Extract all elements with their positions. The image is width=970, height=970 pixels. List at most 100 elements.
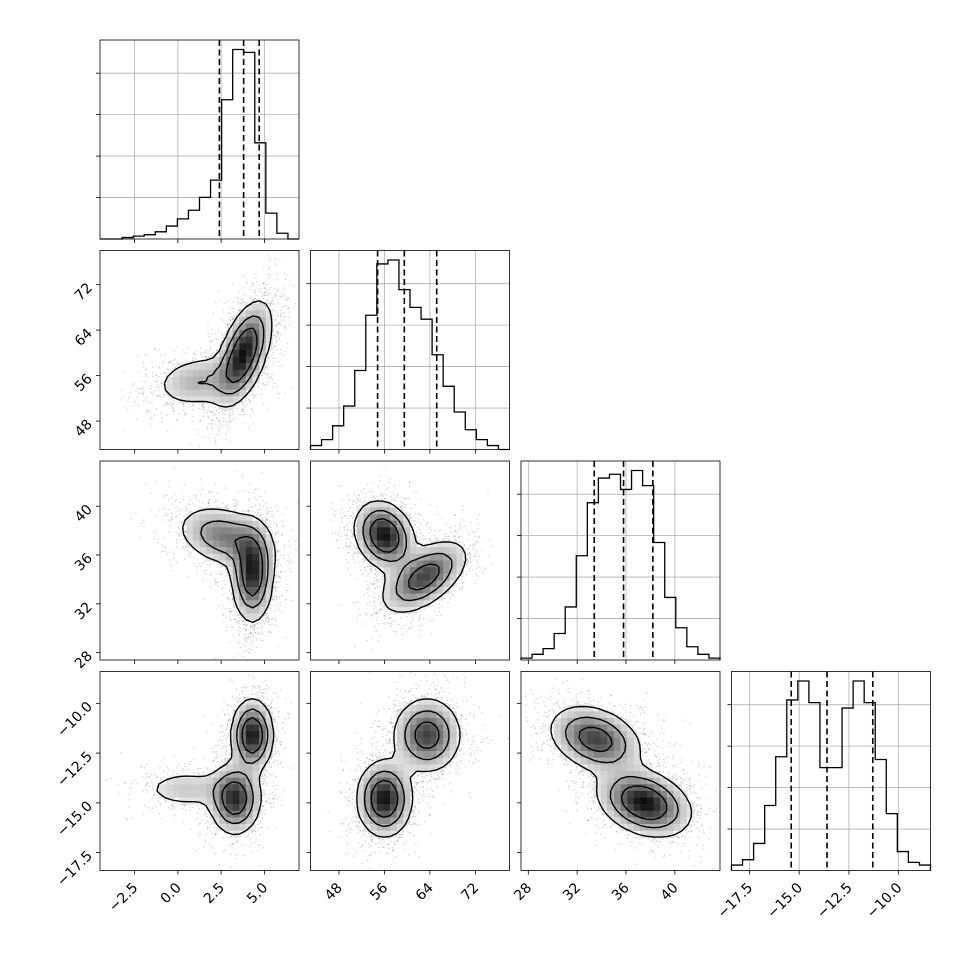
density-cell (252, 336, 260, 344)
scatter-point (255, 646, 258, 649)
scatter-point (231, 318, 233, 321)
scatter-point (175, 506, 177, 508)
scatter-point (250, 648, 252, 651)
density-cell (252, 303, 260, 311)
scatter-point (170, 497, 173, 499)
density-cell (265, 330, 273, 338)
scatter-point (280, 563, 282, 566)
scatter-point (291, 599, 293, 602)
density-cell (226, 330, 233, 338)
scatter-point (231, 413, 234, 415)
scatter-point (156, 386, 158, 389)
scatter-point (134, 400, 136, 403)
scatter-point (239, 413, 241, 416)
scatter-point (204, 572, 207, 575)
scatter-point (279, 601, 282, 604)
scatter-point (160, 382, 162, 384)
scatter-point (241, 408, 243, 410)
scatter-point (273, 334, 276, 336)
scatter-point (281, 534, 284, 536)
scatter-point (227, 508, 229, 510)
scatter-point (228, 317, 230, 319)
scatter-point (227, 423, 230, 425)
scatter-point (248, 635, 250, 637)
scatter-panel (99, 460, 300, 685)
scatter-point (224, 583, 227, 586)
scatter-point (202, 436, 205, 439)
scatter-point (277, 323, 279, 325)
scatter-point (282, 285, 285, 287)
density-cell (219, 363, 227, 371)
scatter-point (173, 410, 175, 413)
scatter-point (282, 525, 285, 527)
scatter-point (288, 297, 290, 299)
scatter-point (235, 621, 237, 624)
scatter-point (271, 514, 274, 516)
scatter-point (176, 537, 178, 540)
scatter-point (230, 420, 232, 423)
scatter-point (163, 396, 165, 399)
scatter-point (167, 481, 170, 483)
scatter-point (193, 495, 196, 497)
scatter-point (154, 481, 157, 483)
scatter-point (142, 392, 144, 394)
scatter-point (202, 361, 204, 364)
scatter-point (239, 646, 242, 649)
scatter-point (135, 418, 138, 420)
scatter-point (272, 373, 275, 376)
density-cell (172, 389, 180, 397)
scatter-point (141, 522, 143, 525)
scatter-point (269, 256, 271, 259)
scatter-point (243, 623, 245, 626)
scatter-point (248, 499, 250, 502)
scatter-point (155, 374, 158, 376)
scatter-point (172, 402, 174, 404)
density-cell (226, 343, 233, 351)
scatter-point (279, 315, 282, 317)
scatter-point (276, 645, 279, 647)
scatter-point (272, 329, 275, 331)
histogram-step (520, 469, 721, 660)
scatter-point (180, 522, 182, 525)
scatter-point (253, 299, 256, 302)
scatter-point (243, 623, 245, 625)
scatter-point (207, 409, 209, 412)
scatter-point (145, 483, 148, 486)
scatter-point (209, 347, 212, 350)
scatter-point (267, 274, 269, 276)
density-cell (206, 396, 214, 404)
scatter-point (244, 422, 246, 424)
scatter-point (229, 412, 231, 414)
scatter-point (217, 585, 220, 587)
scatter-point (264, 620, 267, 622)
scatter-point (123, 371, 125, 374)
density-cell (172, 369, 180, 377)
scatter-point (240, 308, 242, 311)
scatter-point (283, 543, 286, 546)
scatter-point (229, 601, 231, 604)
scatter-point (268, 289, 270, 291)
scatter-point (268, 619, 270, 621)
scatter-point (174, 367, 176, 370)
scatter-point (264, 287, 266, 289)
scatter-point (266, 299, 269, 301)
scatter-point (267, 367, 269, 370)
scatter-point (214, 579, 217, 582)
scatter-point (202, 403, 204, 406)
scatter-point (243, 650, 246, 653)
scatter-point (227, 299, 229, 302)
scatter-point (276, 550, 279, 552)
scatter-point (261, 639, 264, 641)
scatter-point (264, 683, 266, 685)
scatter-point (174, 365, 177, 368)
scatter-point (145, 373, 148, 376)
scatter-point (151, 375, 154, 377)
density-cell (212, 369, 220, 377)
scatter-point (279, 554, 282, 556)
scatter-point (242, 613, 245, 616)
scatter-point (143, 525, 145, 528)
scatter-point (271, 623, 273, 625)
scatter-point (297, 502, 299, 504)
scatter-point (172, 410, 175, 412)
scatter-point (262, 619, 264, 622)
